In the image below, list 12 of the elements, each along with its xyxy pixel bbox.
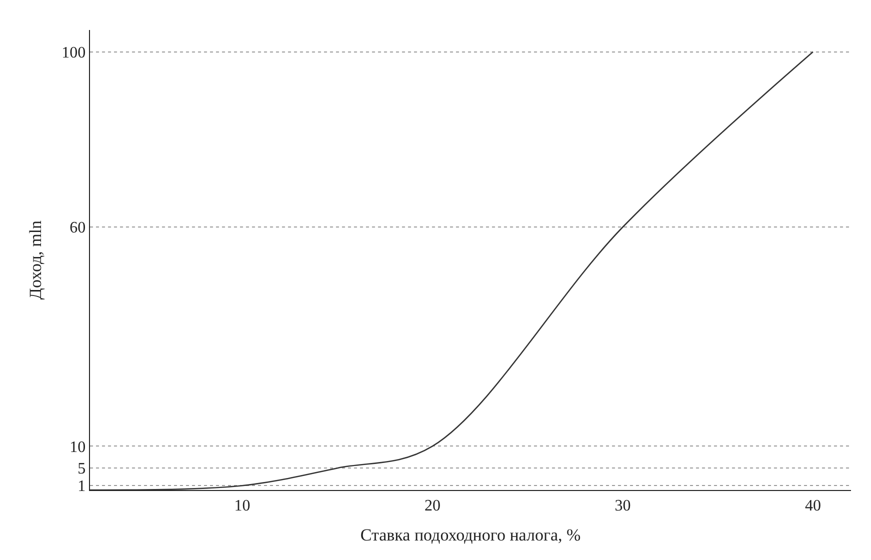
y-tick-label: 1 [78,478,86,496]
y-tick-label: 60 [70,220,86,237]
line-series [90,51,814,490]
y-tick-label: 5 [78,460,86,478]
y-axis-title: Доход, mln [26,220,46,300]
x-tick-label: 30 [614,497,631,514]
x-axis-title: Ставка подоходного налога, % [360,526,581,545]
y-tick-label: 100 [62,44,86,62]
x-tick-label: 20 [424,497,440,514]
x-tick-label: 40 [804,497,821,514]
y-tick-label: 10 [70,438,86,456]
x-tick-label: 10 [234,497,250,514]
